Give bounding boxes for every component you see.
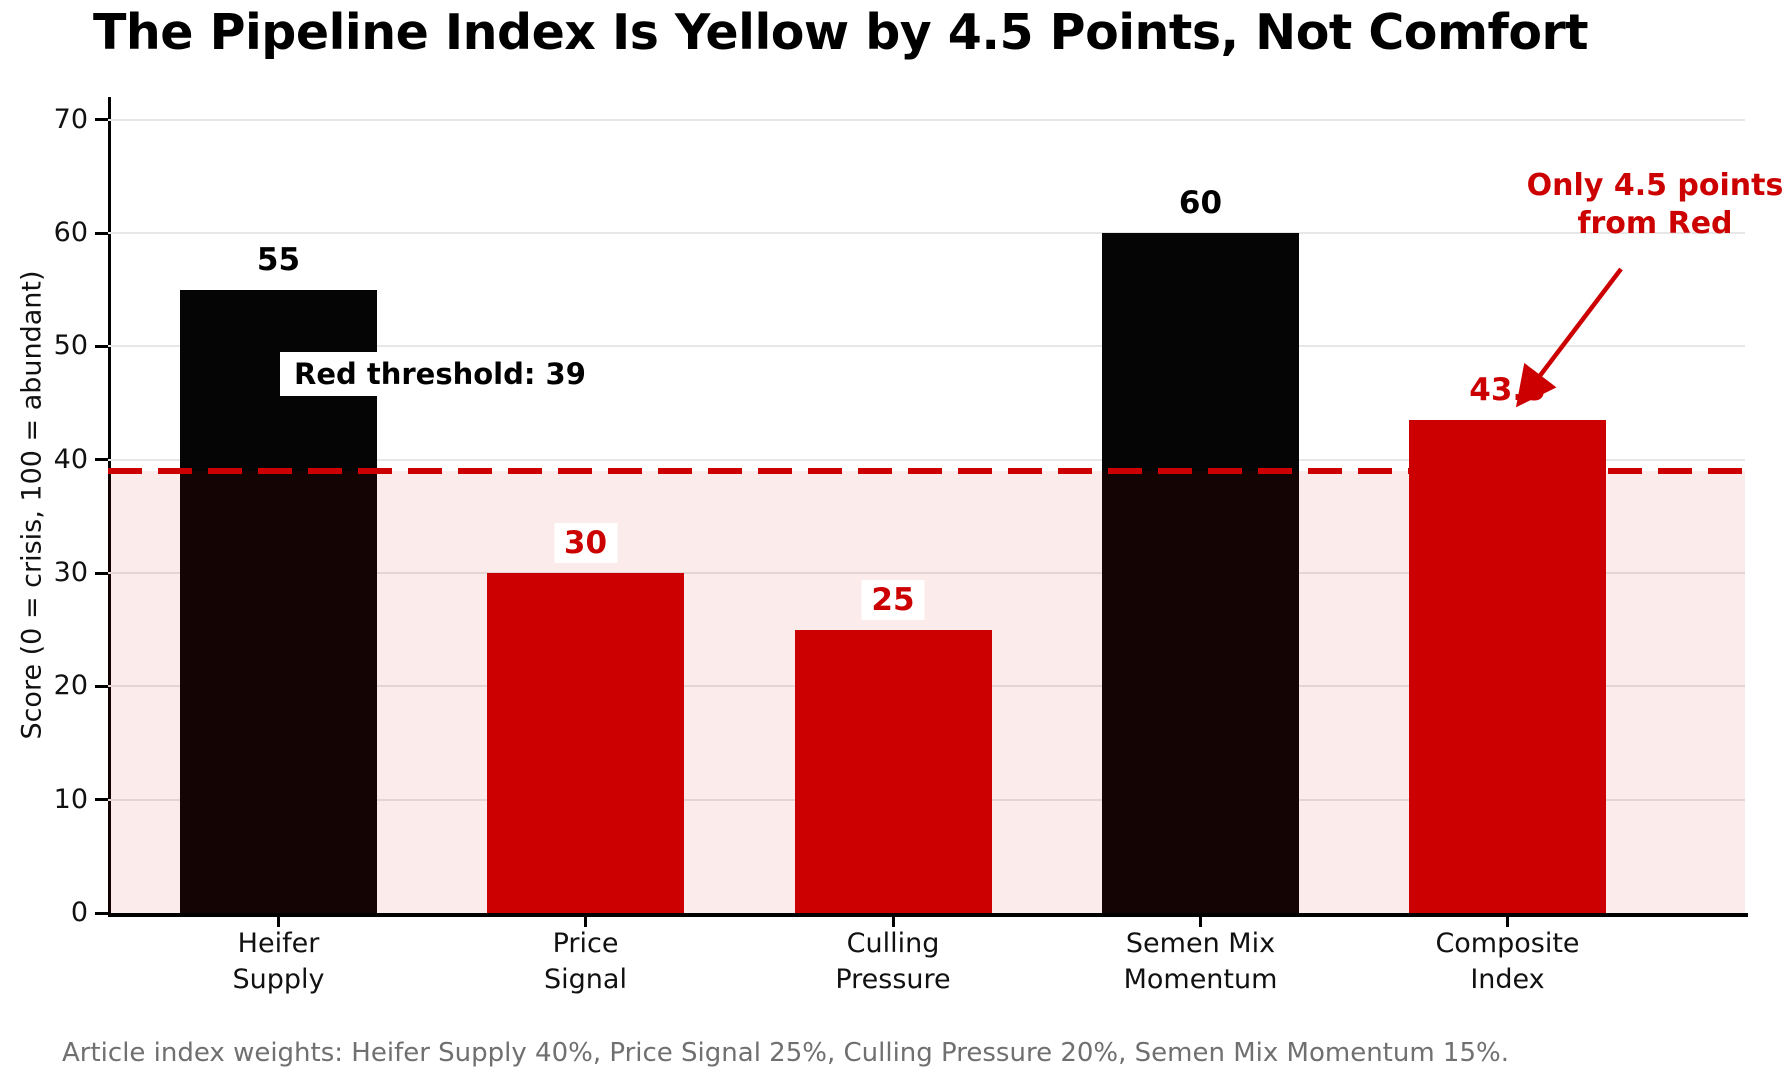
x-tick-mark — [891, 916, 895, 927]
annotation-text: Only 4.5 points from Red — [1500, 167, 1791, 242]
bar-value-label: 55 — [246, 239, 311, 280]
x-category-label: Semen Mix Momentum — [1061, 926, 1341, 999]
annotation-line2: from Red — [1577, 205, 1733, 241]
x-tick-mark — [277, 916, 280, 927]
gridline — [108, 345, 1745, 348]
x-category-label: Heifer Supply — [139, 926, 419, 999]
x-axis-spine — [108, 913, 1748, 917]
x-category-label-line: Signal — [544, 964, 627, 996]
x-category-label: Culling Pressure — [753, 926, 1033, 999]
y-tick-label: 40 — [53, 443, 88, 475]
y-tick-label: 0 — [70, 897, 88, 928]
gridline — [108, 232, 1745, 234]
y-tick-label: 50 — [53, 330, 88, 362]
y-tick-label: 10 — [53, 783, 88, 815]
y-tick-mark — [95, 798, 108, 802]
y-tick-mark — [95, 684, 108, 688]
bar-composite-index — [1409, 420, 1606, 913]
x-category-label-line: Supply — [232, 964, 325, 996]
chart-title: The Pipeline Index Is Yellow by 4.5 Poin… — [93, 4, 1589, 61]
gridline — [108, 458, 1745, 461]
x-category-label-line: Semen Mix — [1125, 928, 1276, 959]
x-tick-mark — [1199, 916, 1202, 927]
x-category-label: Composite Index — [1368, 926, 1648, 999]
threshold-label: Red threshold: 39 — [280, 352, 600, 396]
y-tick-mark — [95, 571, 108, 575]
y-tick-mark — [95, 458, 108, 462]
plot-area: Red threshold: 39 55 30 25 60 43.5 Only 4.5 … — [108, 97, 1783, 913]
bar-value-label: 30 — [553, 523, 618, 563]
x-category-label-line: Index — [1470, 964, 1545, 996]
footer-note: Article index weights: Heifer Supply 40%… — [62, 1038, 1509, 1068]
annotation-line1: Only 4.5 points — [1526, 168, 1784, 203]
bar-value-label: 43.5 — [1459, 370, 1556, 410]
gridline — [108, 118, 1745, 121]
x-category-label-line: Culling — [846, 928, 940, 959]
x-tick-mark — [584, 916, 587, 927]
bar-culling-pressure — [794, 629, 992, 913]
x-category-label-line: Pressure — [835, 964, 951, 996]
x-category-label-line: Composite — [1435, 928, 1580, 959]
red-zone-shade — [108, 471, 1745, 913]
bar-value-label: 25 — [861, 579, 925, 620]
gridline — [108, 572, 1745, 574]
bar-value-label: 60 — [1168, 183, 1233, 223]
y-axis-spine — [108, 97, 111, 916]
threshold-dashed-line — [108, 468, 1745, 474]
y-tick-label: 60 — [53, 217, 88, 248]
x-tick-mark — [1506, 916, 1509, 927]
y-tick-mark — [95, 344, 108, 348]
x-category-label-line: Heifer — [237, 928, 320, 959]
y-tick-mark — [95, 118, 108, 122]
y-tick-mark — [95, 231, 108, 235]
bar-price-signal — [487, 573, 684, 913]
y-tick-mark — [95, 911, 108, 915]
y-tick-label: 20 — [53, 670, 88, 702]
x-category-label: Price Signal — [446, 926, 726, 999]
y-tick-label: 70 — [53, 103, 88, 135]
x-category-label-line: Price — [552, 928, 619, 959]
bar-semen-mix-momentum — [1102, 233, 1299, 913]
x-category-label-line: Momentum — [1123, 964, 1278, 996]
y-tick-label: 30 — [53, 557, 88, 588]
